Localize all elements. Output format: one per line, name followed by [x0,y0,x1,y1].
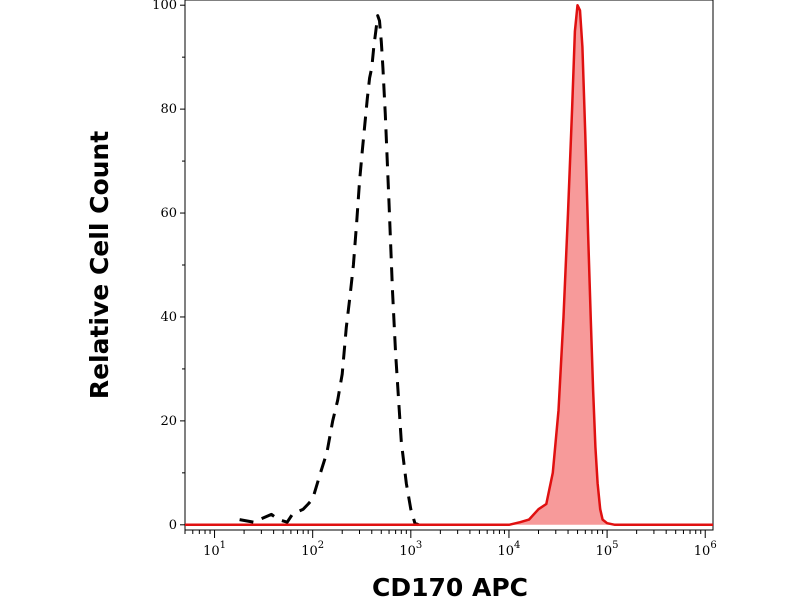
y-axis-title: Relative Cell Count [85,131,114,399]
y-tick-label: 80 [160,102,177,117]
x-axis-title: CD170 APC [372,573,528,600]
x-tick-label: 101 [203,540,226,559]
y-tick-label: 40 [160,310,177,325]
x-tick-label: 102 [301,540,324,559]
series-1-line [185,3,713,527]
plot-area [184,0,714,531]
y-tick-label: 100 [152,0,177,13]
x-axis-ticks: 101 102 103 104 105 106 [184,530,717,559]
plot-frame [184,0,714,531]
x-tick-label: 105 [596,540,619,559]
series-0-line [239,14,420,527]
series-1-area [185,5,713,525]
x-tick-label: 104 [497,540,520,559]
y-tick-label: 20 [160,414,177,429]
y-tick-label: 60 [160,206,177,221]
x-tick-label: 103 [399,540,422,559]
x-tick-label: 106 [694,540,717,559]
y-tick-label: 0 [169,518,177,533]
y-axis-ticks: 0 20 40 60 80 100 [152,0,185,533]
